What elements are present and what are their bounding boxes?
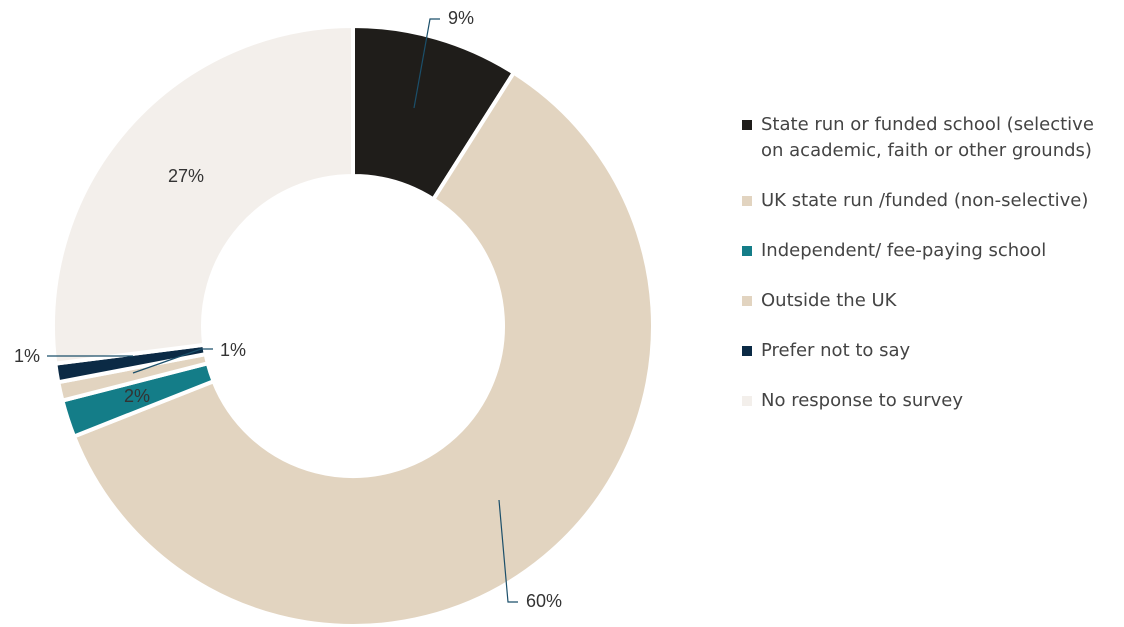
data-label-5: 27% bbox=[168, 166, 204, 186]
legend-item-4: Prefer not to say bbox=[742, 338, 1122, 364]
legend-swatch-3 bbox=[742, 296, 752, 306]
legend-item-5: No response to survey bbox=[742, 388, 1122, 414]
legend-label-4: Prefer not to say bbox=[761, 340, 911, 361]
legend-item-1: UK state run /funded (non-selective) bbox=[742, 188, 1122, 214]
legend-swatch-5 bbox=[742, 396, 752, 406]
legend-label-1: UK state run /funded (non-selective) bbox=[761, 190, 1089, 211]
legend-item-3: Outside the UK bbox=[742, 288, 1122, 314]
legend-swatch-1 bbox=[742, 196, 752, 206]
data-label-4: 1% bbox=[14, 346, 40, 366]
legend-label-0: State run or funded school (selective on… bbox=[761, 114, 1094, 161]
legend-swatch-4 bbox=[742, 346, 752, 356]
data-label-2: 2% bbox=[124, 386, 150, 406]
data-label-3: 1% bbox=[220, 340, 246, 360]
slice-1 bbox=[71, 69, 655, 627]
leader-line-1 bbox=[498, 499, 518, 603]
leader-line-0 bbox=[413, 18, 440, 109]
leader-line-3 bbox=[132, 348, 213, 374]
chart-legend: State run or funded school (selective on… bbox=[742, 112, 1122, 438]
legend-item-0: State run or funded school (selective on… bbox=[742, 112, 1122, 164]
legend-swatch-2 bbox=[742, 246, 752, 256]
data-label-1: 60% bbox=[526, 591, 562, 611]
legend-label-5: No response to survey bbox=[761, 390, 964, 411]
legend-label-2: Independent/ fee-paying school bbox=[761, 240, 1047, 261]
legend-label-3: Outside the UK bbox=[761, 290, 897, 311]
legend-swatch-0 bbox=[742, 120, 752, 130]
slice-5 bbox=[51, 23, 355, 366]
data-label-0: 9% bbox=[448, 8, 474, 28]
legend-item-2: Independent/ fee-paying school bbox=[742, 238, 1122, 264]
